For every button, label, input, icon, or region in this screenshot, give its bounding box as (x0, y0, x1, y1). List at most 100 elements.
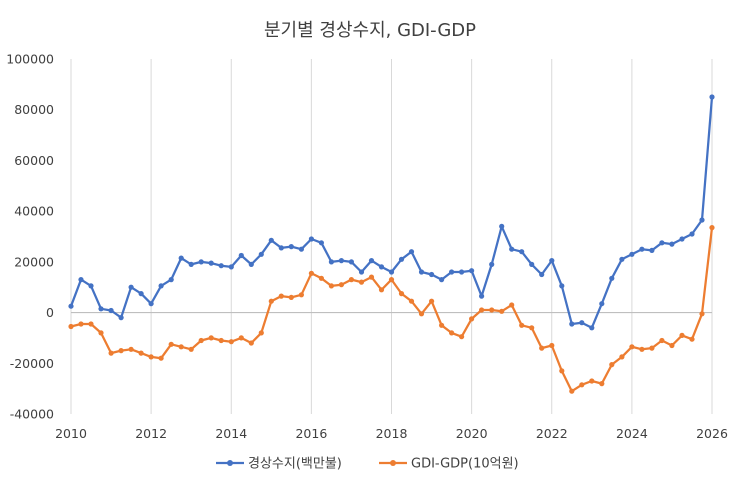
data-point (469, 316, 475, 322)
data-point (609, 275, 615, 281)
x-tick-label: 2016 (295, 426, 327, 441)
data-point (278, 245, 284, 251)
data-point (208, 260, 214, 266)
series-1 (68, 94, 715, 331)
data-point (128, 346, 134, 352)
data-point (238, 335, 244, 341)
data-point (569, 321, 575, 327)
data-point (418, 311, 425, 317)
data-point (519, 322, 525, 328)
data-point (429, 298, 435, 304)
data-point (439, 322, 445, 328)
y-tick-label: -40000 (10, 407, 54, 422)
y-axis-ticks: 100000 80000 60000 40000 20000 0 -20000 -40000 (6, 52, 54, 422)
data-point (649, 247, 655, 253)
data-point (208, 335, 214, 341)
data-point (228, 339, 234, 345)
data-point (378, 264, 385, 270)
data-point (168, 277, 174, 283)
y-tick-label: 40000 (14, 204, 54, 219)
data-point (619, 256, 625, 262)
data-point (429, 271, 435, 278)
data-point (699, 311, 705, 317)
data-point (629, 251, 635, 257)
data-point (118, 348, 124, 354)
data-point (559, 283, 565, 289)
data-point (699, 217, 705, 223)
x-tick-label: 2026 (696, 426, 728, 441)
legend-marker (390, 460, 396, 466)
data-point (529, 325, 535, 331)
data-point (669, 342, 675, 349)
data-point (669, 241, 675, 247)
data-point (679, 332, 685, 338)
data-point (579, 320, 585, 326)
data-point (318, 240, 324, 246)
legend-item: 경상수지(백만불) (216, 457, 342, 472)
x-tick-label: 2018 (376, 426, 408, 441)
data-point (358, 269, 365, 275)
chart-title: 분기별 경상수지, GDI-GDP (264, 20, 476, 41)
legend-label: 경상수지(백만불) (248, 457, 342, 472)
data-point (198, 259, 204, 265)
data-point (489, 261, 495, 267)
data-point (268, 298, 274, 304)
data-point (268, 237, 274, 243)
data-point (709, 94, 715, 100)
data-point (298, 292, 304, 298)
data-point (188, 261, 194, 267)
data-point (559, 368, 565, 374)
data-point (659, 337, 665, 344)
data-point (388, 277, 395, 283)
data-point (178, 344, 184, 350)
data-point (398, 256, 405, 262)
data-point (599, 381, 605, 387)
data-point (639, 346, 645, 352)
data-point (539, 271, 545, 278)
y-tick-label: 80000 (14, 102, 54, 117)
data-point (238, 252, 244, 259)
data-point (629, 344, 635, 350)
data-point (218, 263, 224, 269)
data-point (248, 340, 254, 346)
data-point (68, 303, 74, 309)
series-2 (68, 225, 715, 394)
data-point (88, 283, 94, 289)
data-point (408, 298, 415, 304)
data-point (499, 308, 505, 314)
data-point (198, 337, 204, 344)
data-point (408, 249, 415, 255)
data-point (609, 362, 615, 368)
data-point (348, 259, 354, 265)
data-point (88, 321, 94, 327)
x-tick-label: 2014 (215, 426, 247, 441)
data-point (108, 307, 114, 314)
data-point (499, 223, 505, 229)
y-tick-label: 60000 (14, 153, 54, 168)
data-point (368, 274, 375, 280)
data-point (228, 264, 234, 270)
data-point (258, 251, 264, 257)
data-point (68, 323, 74, 330)
data-point (479, 293, 485, 299)
data-point (418, 269, 425, 275)
data-point (529, 261, 535, 267)
y-tick-label: -20000 (10, 356, 54, 371)
data-point (649, 345, 655, 351)
data-point (539, 345, 545, 351)
series-layer (68, 94, 715, 394)
data-point (138, 291, 144, 297)
x-tick-label: 2020 (456, 426, 488, 441)
data-point (449, 269, 455, 275)
data-point (128, 284, 134, 290)
data-point (679, 236, 685, 242)
x-tick-label: 2010 (55, 426, 87, 441)
data-point (509, 246, 515, 252)
data-point (258, 330, 264, 336)
y-tick-label: 20000 (14, 254, 54, 269)
data-point (98, 330, 104, 336)
legend-item: GDI-GDP(10억원) (379, 457, 519, 472)
data-point (509, 302, 515, 308)
data-point (158, 283, 164, 289)
